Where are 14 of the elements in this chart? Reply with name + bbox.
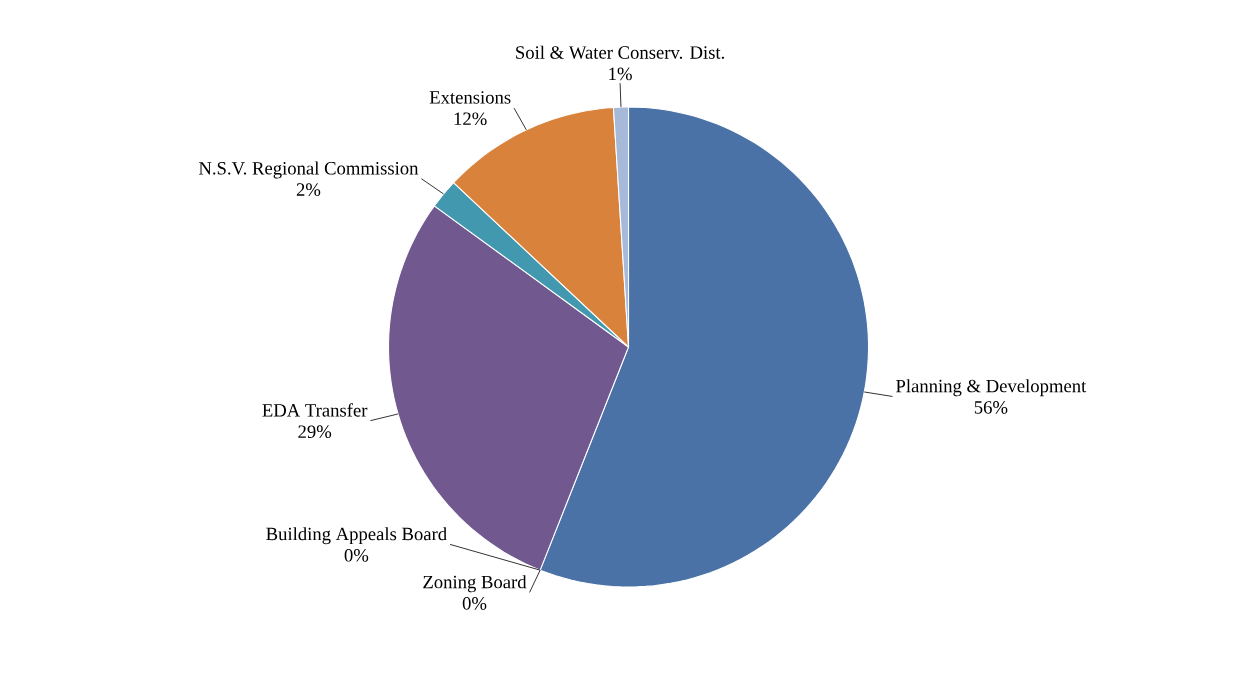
text: 0% xyxy=(344,549,369,562)
data-label: 56% xyxy=(974,401,1008,414)
text: 0% xyxy=(462,597,487,610)
data-label: 2% xyxy=(296,183,321,196)
data-label: 12% xyxy=(454,112,487,126)
slice-label: Planning & Development xyxy=(896,379,1087,397)
data-label: 1% xyxy=(609,67,632,81)
category-label: Building Appeals Board xyxy=(266,527,447,545)
slice-label: Extensions xyxy=(429,91,511,104)
slice-label: Soil & Water Conserv. Dist. xyxy=(516,45,725,59)
slice-label: EDA Transfer xyxy=(262,403,368,417)
data-label: 29% xyxy=(298,425,332,439)
slice-label: N.S.V. Regional Commission xyxy=(198,161,419,179)
legend-label: Zoning Board xyxy=(423,575,527,593)
